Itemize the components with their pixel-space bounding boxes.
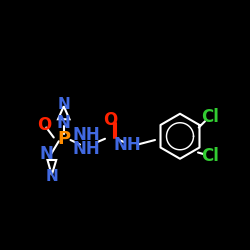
Text: O: O — [103, 111, 117, 129]
Text: NH: NH — [114, 136, 141, 154]
Text: N: N — [39, 145, 53, 163]
Text: Cl: Cl — [201, 108, 219, 126]
Text: NH: NH — [72, 140, 100, 158]
Text: P: P — [57, 130, 70, 148]
Text: NH: NH — [72, 126, 100, 144]
Text: N: N — [58, 97, 70, 112]
Text: O: O — [36, 116, 51, 134]
Text: N: N — [46, 169, 58, 184]
Text: Cl: Cl — [201, 147, 219, 165]
Text: N: N — [57, 114, 71, 132]
